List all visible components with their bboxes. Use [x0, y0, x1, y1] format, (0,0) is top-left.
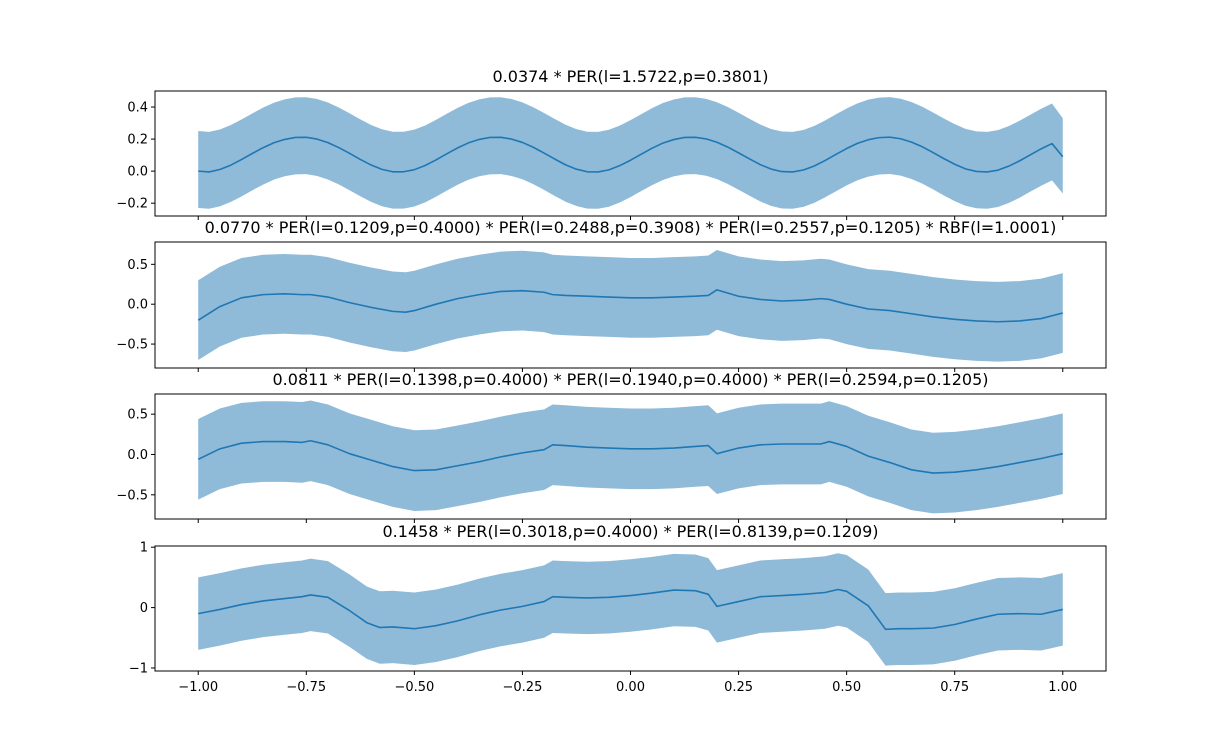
x-tick-label: −0.25: [503, 680, 543, 695]
x-tick-label: −1.00: [178, 680, 218, 695]
subplot-3: −0.5 0.0 0.5 0.0811 * PER(l=0.1398,p=0.4000…: [116, 370, 1107, 523]
y-tick-label: 0.0: [127, 448, 148, 463]
mean-line-2: [197, 289, 1063, 323]
y-tick-label: 0.5: [127, 408, 148, 423]
confidence-band-2: [198, 249, 1063, 362]
y-tick-label: −0.5: [116, 488, 148, 503]
confidence-band-4: [198, 553, 1063, 666]
y-tick-label: −0.5: [116, 338, 148, 353]
subplot-1: −0.2 0.0 0.2 0.4 0.0374 * PER(l=1.5722,p=0.3…: [116, 67, 1107, 220]
subplot-title: 0.1458 * PER(l=0.3018,p=0.4000) * PER(l=…: [383, 522, 879, 541]
subplot-4: −1 0 1 −1.00 −0.75 −0.50 −0.25 0.00 0.25 0.50 0.75…: [129, 522, 1107, 695]
y-tick-label: −0.2: [116, 197, 148, 212]
x-tick-label: 0.00: [616, 680, 645, 695]
x-tick-label: 0.25: [724, 680, 753, 695]
x-tick-label: 0.50: [832, 680, 861, 695]
y-tick-label: 0.2: [127, 133, 148, 148]
mean-line-1: [198, 136, 1064, 173]
subplot-title: 0.0811 * PER(l=0.1398,p=0.4000) * PER(l=…: [273, 370, 989, 389]
subplot-title: 0.0374 * PER(l=1.5722,p=0.3801): [493, 67, 769, 86]
subplot-title: 0.0770 * PER(l=0.1209,p=0.4000) * PER(l=…: [205, 218, 1057, 237]
x-tick-label: −0.75: [286, 680, 326, 695]
y-tick-label: −1: [129, 661, 148, 676]
y-tick-label: 1: [140, 541, 148, 556]
y-tick-label: 0.5: [127, 258, 148, 273]
mean-line-3: [197, 439, 1063, 474]
x-tick-label: −0.50: [394, 680, 434, 695]
confidence-band-3: [198, 400, 1063, 514]
y-tick-label: 0.0: [127, 298, 148, 313]
subplot-2: −0.5 0.0 0.5 0.0770 * PER(l=0.1209,p=0.4000…: [116, 218, 1107, 372]
x-tick-label: 0.75: [940, 680, 969, 695]
y-tick-label: 0: [140, 601, 148, 616]
mean-line-4: [198, 588, 1063, 631]
y-tick-label: 0.0: [127, 165, 148, 180]
y-tick-label: 0.4: [127, 101, 148, 116]
x-tick-label: 1.00: [1048, 680, 1077, 695]
confidence-band-1: [198, 97, 1063, 209]
